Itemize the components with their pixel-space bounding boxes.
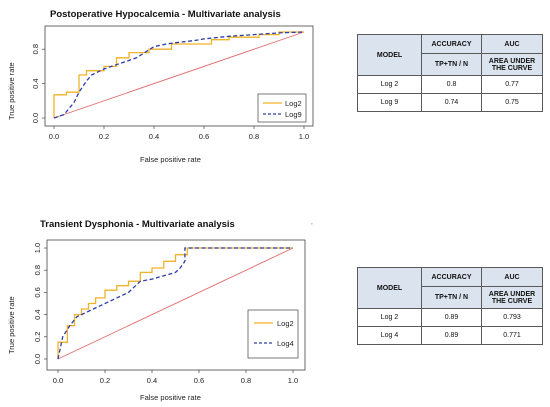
table-row: Log 2 0.89 0.793 bbox=[357, 308, 543, 327]
x-axis-label: False positive rate bbox=[140, 393, 201, 402]
y-tick-label: 1.0 bbox=[33, 243, 42, 253]
chart-title: Postoperative Hypocalcemia - Multivariat… bbox=[50, 9, 281, 20]
y-axis-label: True positive rate bbox=[7, 62, 16, 120]
header-accuracy-sub: TP+TN / N bbox=[421, 286, 482, 309]
x-ticks: 0.0 0.2 0.4 0.6 0.8 1.0 bbox=[53, 370, 298, 385]
x-ticks: 0.0 0.2 0.4 0.6 0.8 1.0 bbox=[49, 126, 309, 141]
series-line-log2 bbox=[57, 247, 293, 359]
legend: Log2 Log9 bbox=[257, 93, 307, 123]
y-axis-label: True positive rate bbox=[7, 296, 16, 354]
legend-box bbox=[247, 309, 299, 359]
reference-diagonal bbox=[53, 31, 305, 119]
row-auc: 0.793 bbox=[481, 308, 543, 327]
stray-mark: ’ bbox=[311, 222, 313, 231]
row-accuracy: 0.89 bbox=[421, 326, 482, 345]
accuracy-table-dysphonia: MODEL ACCURACY AUC TP+TN / N AREA UNDER … bbox=[357, 267, 543, 345]
legend-label-log9: Log9 bbox=[285, 110, 302, 119]
header-auc: AUC bbox=[481, 34, 543, 54]
roc-chart-dysphonia: Transient Dysphonia - Multivariate analy… bbox=[7, 219, 306, 402]
table-row: Log 2 0.8 0.77 bbox=[357, 75, 543, 94]
y-tick-label: 0.2 bbox=[33, 332, 42, 342]
plot-area: 0.0 0.2 0.4 0.6 0.8 1.0 0.0 0.4 0.8 bbox=[31, 25, 314, 141]
y-ticks: 0.0 0.4 0.8 bbox=[31, 44, 45, 123]
plot-area: 0.0 0.2 0.4 0.6 0.8 1.0 0.0 0.2 0.4 0.6 0.8 1.0 bbox=[33, 239, 306, 385]
header-model: MODEL bbox=[357, 34, 422, 76]
y-tick-label: 0.8 bbox=[33, 265, 42, 275]
header-auc-sub: AREA UNDER THE CURVE bbox=[481, 53, 543, 76]
y-tick-label: 0.0 bbox=[31, 113, 40, 123]
row-accuracy: 0.74 bbox=[421, 93, 482, 112]
y-tick-label: 0.4 bbox=[31, 78, 40, 88]
y-tick-label: 0.4 bbox=[33, 309, 42, 319]
x-tick-label: 0.4 bbox=[149, 132, 159, 141]
x-tick-label: 0.8 bbox=[241, 376, 251, 385]
x-tick-label: 1.0 bbox=[288, 376, 298, 385]
y-ticks: 0.0 0.2 0.4 0.6 0.8 1.0 bbox=[33, 243, 47, 364]
x-tick-label: 0.2 bbox=[99, 132, 109, 141]
header-accuracy-sub: TP+TN / N bbox=[421, 53, 482, 76]
plot-frame bbox=[46, 239, 306, 371]
series-layer bbox=[53, 31, 305, 119]
row-model: Log 4 bbox=[357, 326, 422, 345]
reference-diagonal bbox=[57, 247, 294, 360]
chart-title: Transient Dysphonia - Multivariate analy… bbox=[40, 219, 235, 230]
x-axis-label: False positive rate bbox=[140, 155, 201, 164]
plot-frame bbox=[44, 25, 314, 127]
row-model: Log 2 bbox=[357, 308, 422, 327]
x-tick-label: 1.0 bbox=[299, 132, 309, 141]
legend-label-log4: Log4 bbox=[277, 339, 294, 348]
x-tick-label: 0.6 bbox=[199, 132, 209, 141]
y-tick-label: 0.6 bbox=[33, 287, 42, 297]
accuracy-table-hypocalcemia: MODEL ACCURACY AUC TP+TN / N AREA UNDER … bbox=[357, 34, 543, 112]
series-line-log2 bbox=[53, 31, 304, 118]
legend-label-log2: Log2 bbox=[285, 99, 302, 108]
header-auc: AUC bbox=[481, 267, 543, 287]
series-layer bbox=[57, 247, 294, 360]
x-tick-label: 0.0 bbox=[53, 376, 63, 385]
row-auc: 0.75 bbox=[481, 93, 543, 112]
row-accuracy: 0.8 bbox=[421, 75, 482, 94]
x-tick-label: 0.0 bbox=[49, 132, 59, 141]
header-accuracy: ACCURACY bbox=[421, 267, 482, 287]
x-tick-label: 0.2 bbox=[100, 376, 110, 385]
legend-label-log2: Log2 bbox=[277, 319, 294, 328]
legend: Log2 Log4 bbox=[247, 309, 299, 359]
row-model: Log 2 bbox=[357, 75, 422, 94]
header-auc-sub: AREA UNDER THE CURVE bbox=[481, 286, 543, 309]
row-model: Log 9 bbox=[357, 93, 422, 112]
header-accuracy: ACCURACY bbox=[421, 34, 482, 54]
roc-chart-hypocalcemia: Postoperative Hypocalcemia - Multivariat… bbox=[7, 9, 314, 164]
y-tick-label: 0.0 bbox=[33, 354, 42, 364]
row-auc: 0.77 bbox=[481, 75, 543, 94]
table-row: Log 9 0.74 0.75 bbox=[357, 93, 543, 112]
row-auc: 0.771 bbox=[481, 326, 543, 345]
x-tick-label: 0.8 bbox=[249, 132, 259, 141]
table-row: Log 4 0.89 0.771 bbox=[357, 326, 543, 345]
series-line-log4 bbox=[57, 247, 293, 360]
legend-box bbox=[257, 93, 307, 123]
y-tick-label: 0.8 bbox=[31, 44, 40, 54]
x-tick-label: 0.6 bbox=[194, 376, 204, 385]
row-accuracy: 0.89 bbox=[421, 308, 482, 327]
header-model: MODEL bbox=[357, 267, 422, 309]
series-line-log9 bbox=[53, 31, 305, 119]
x-tick-label: 0.4 bbox=[147, 376, 157, 385]
